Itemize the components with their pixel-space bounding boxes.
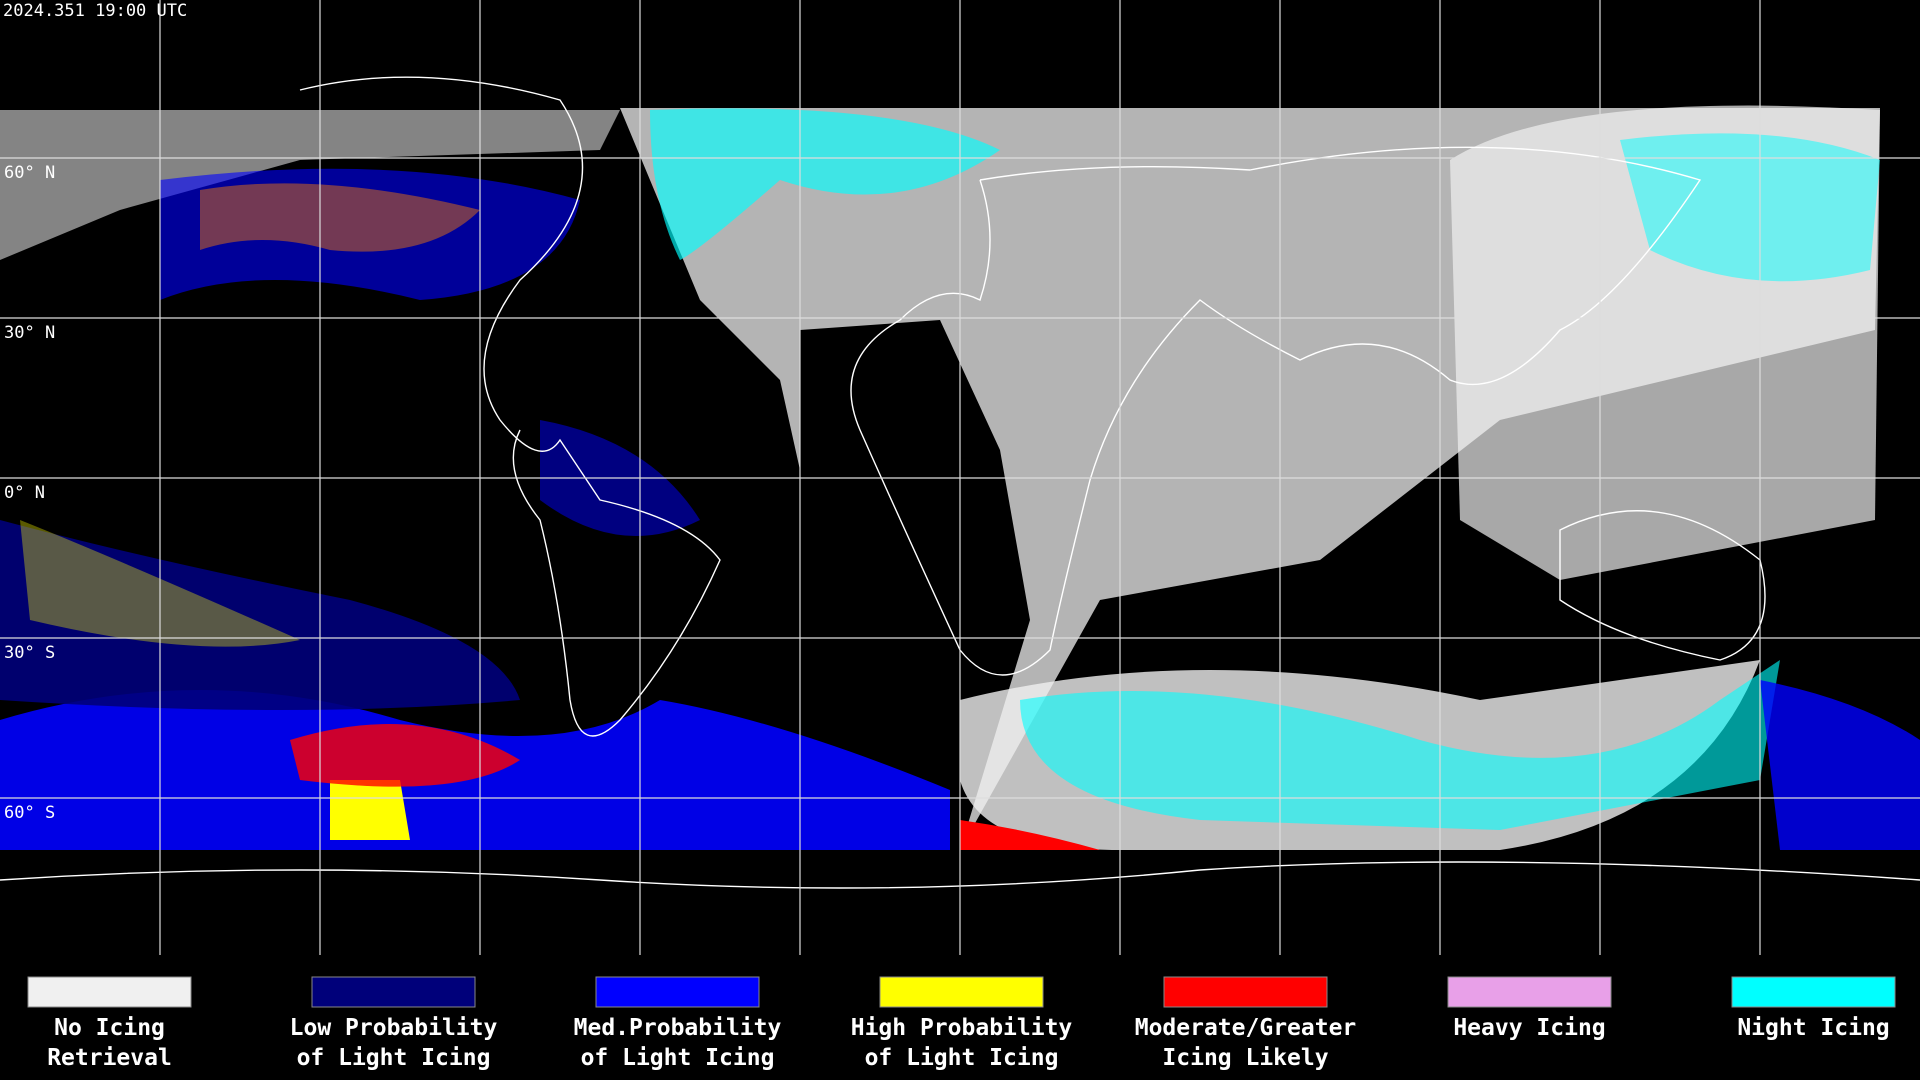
coastlines bbox=[0, 76, 1920, 889]
legend-label: Icing Likely bbox=[1162, 1045, 1328, 1071]
legend-swatch bbox=[27, 976, 192, 1008]
legend-label: of Light Icing bbox=[297, 1045, 491, 1071]
legend-label: Low Probability bbox=[290, 1015, 498, 1041]
legend-label: Moderate/Greater bbox=[1135, 1015, 1357, 1041]
latitude-label: 60° N bbox=[4, 163, 55, 183]
legend-label: Heavy Icing bbox=[1453, 1015, 1605, 1041]
legend-label: High Probability bbox=[851, 1015, 1073, 1041]
legend-swatch bbox=[1731, 976, 1896, 1008]
legend-swatch bbox=[595, 976, 760, 1008]
latitude-label: 30° S bbox=[4, 643, 55, 663]
legend-swatch bbox=[1447, 976, 1612, 1008]
latitude-label: 60° S bbox=[4, 803, 55, 823]
legend-swatch bbox=[1163, 976, 1328, 1008]
latitude-label: 30° N bbox=[4, 323, 55, 343]
graticule bbox=[0, 0, 1920, 955]
latitude-label: 0° N bbox=[4, 483, 45, 503]
legend-swatch bbox=[311, 976, 476, 1008]
legend-label: of Light Icing bbox=[581, 1045, 775, 1071]
legend-label: Med.Probability bbox=[574, 1015, 782, 1041]
legend-label: Retrieval bbox=[47, 1045, 172, 1071]
legend-label: of Light Icing bbox=[865, 1045, 1059, 1071]
cloud-field bbox=[0, 105, 1920, 850]
latitude-labels: 60° N 30° N 0° N 30° S 60° S bbox=[4, 163, 55, 823]
timestamp: 2024.351 19:00 UTC bbox=[3, 1, 187, 21]
legend: No Icing Retrieval Low Probability of Light… bbox=[27, 976, 1896, 1071]
legend-swatch bbox=[879, 976, 1044, 1008]
legend-label: Night Icing bbox=[1737, 1015, 1889, 1041]
legend-label: No Icing bbox=[54, 1015, 165, 1041]
